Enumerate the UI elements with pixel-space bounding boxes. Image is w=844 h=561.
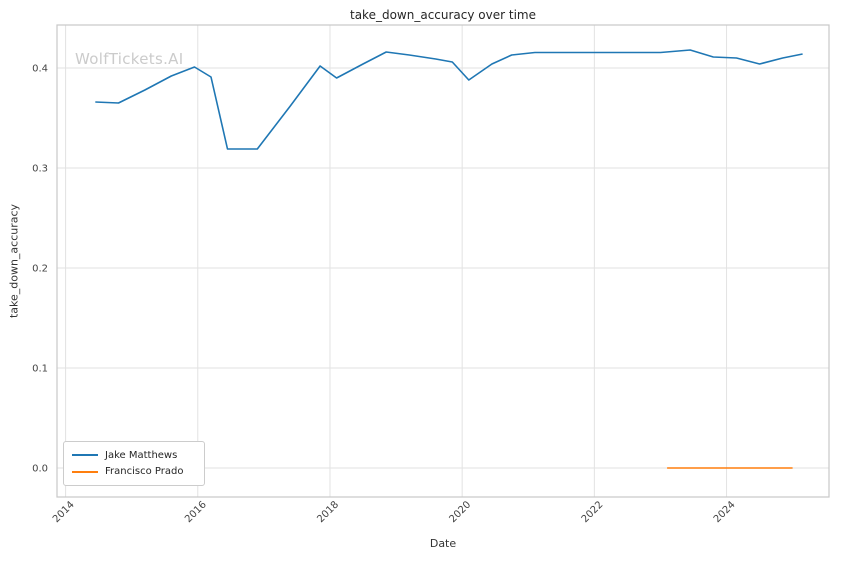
svg-text:2016: 2016 <box>183 499 209 525</box>
legend: Jake Matthews Francisco Prado <box>63 441 205 486</box>
svg-text:0.1: 0.1 <box>32 364 48 375</box>
chart-title: take_down_accuracy over time <box>350 8 536 22</box>
svg-text:2020: 2020 <box>448 499 474 525</box>
svg-text:2022: 2022 <box>580 499 606 525</box>
legend-item: Francisco Prado <box>72 466 196 477</box>
watermark: WolfTickets.AI <box>75 50 184 68</box>
svg-text:0.0: 0.0 <box>32 464 48 475</box>
legend-label: Jake Matthews <box>105 449 178 461</box>
svg-text:2024: 2024 <box>712 499 738 525</box>
legend-label: Francisco Prado <box>105 466 184 478</box>
legend-line-swatch <box>72 454 98 457</box>
svg-text:0.2: 0.2 <box>32 264 48 275</box>
svg-text:0.3: 0.3 <box>32 164 48 175</box>
svg-text:0.4: 0.4 <box>32 64 48 75</box>
legend-line-swatch <box>72 470 98 473</box>
y-axis-label: take_down_accuracy <box>7 203 21 319</box>
x-axis-label: Date <box>429 537 457 550</box>
legend-item: Jake Matthews <box>72 450 196 461</box>
svg-text:2014: 2014 <box>51 499 77 525</box>
svg-text:2018: 2018 <box>315 499 341 525</box>
